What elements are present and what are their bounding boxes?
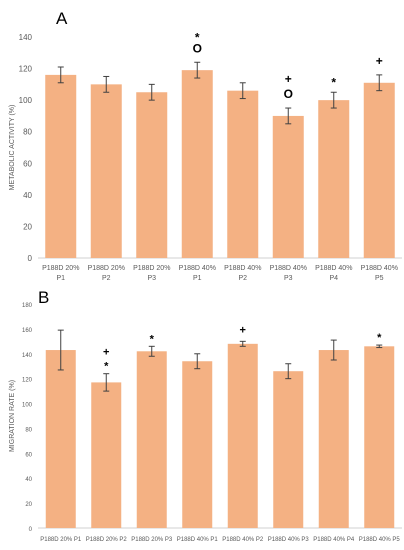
significance-marker: + [103, 347, 109, 359]
y-tick-label: 0 [29, 527, 33, 533]
x-tick-label: P1 [56, 275, 65, 282]
bar [45, 350, 76, 528]
significance-marker: O [193, 41, 202, 55]
significance-marker: * [331, 75, 336, 89]
bar [182, 361, 213, 528]
y-tick-label: 60 [23, 159, 32, 168]
significance-marker: + [285, 72, 292, 86]
y-tick-label: 80 [25, 427, 32, 433]
y-tick-label: 100 [22, 403, 33, 409]
x-tick-label: P2 [102, 275, 111, 282]
x-tick-label: P4 [329, 275, 338, 282]
x-tick-label: P188D 40% P3 [268, 537, 310, 543]
x-tick-label: P188D 20% P1 [40, 537, 82, 543]
x-tick-label: P3 [147, 275, 156, 282]
y-tick-label: 120 [19, 65, 33, 74]
bar [227, 343, 258, 528]
y-tick-label: 0 [28, 254, 33, 263]
x-tick-label: P188D 40% [224, 265, 261, 272]
bar [136, 92, 168, 258]
significance-marker: * [195, 30, 200, 44]
x-tick-label: P1 [193, 275, 202, 282]
x-tick-label: P188D 20% [88, 265, 125, 272]
y-tick-label: 80 [23, 128, 32, 137]
bar [45, 74, 77, 258]
bar [363, 82, 395, 259]
x-tick-label: P188D 40% P5 [359, 537, 401, 543]
bar [91, 382, 122, 528]
x-tick-label: P188D 20% P2 [86, 537, 128, 543]
y-tick-label: 180 [22, 303, 33, 309]
y-axis-title: METABOLIC ACTIVITY (%) [9, 105, 16, 191]
x-tick-label: P188D 20% [42, 265, 79, 272]
panel-label: B [38, 288, 49, 307]
significance-marker: * [104, 361, 109, 373]
x-tick-label: P5 [375, 275, 384, 282]
y-tick-label: 140 [19, 33, 33, 42]
y-tick-label: 100 [19, 96, 33, 105]
y-tick-label: 140 [22, 353, 33, 359]
y-tick-label: 60 [25, 452, 32, 458]
y-tick-label: 20 [23, 222, 32, 231]
significance-marker: * [377, 332, 382, 344]
x-tick-label: P188D 40% [315, 265, 352, 272]
bar [318, 100, 350, 259]
x-tick-label: P188D 40% P1 [177, 537, 219, 543]
x-tick-label: P188D 40% [361, 265, 398, 272]
significance-marker: + [240, 324, 246, 336]
bar [181, 70, 213, 259]
bar [136, 351, 167, 528]
chart-panel-a: A METABOLIC ACTIVITY (%) 0 20 40 60 80 100 120 14… [9, 9, 402, 282]
y-tick-label: 160 [22, 328, 33, 334]
significance-marker: + [376, 54, 383, 68]
bar [273, 371, 304, 528]
x-tick-label: P188D 40% [179, 265, 216, 272]
bar [90, 84, 122, 258]
x-tick-label: P3 [284, 275, 293, 282]
x-tick-label: P188D 40% [270, 265, 307, 272]
panel-label: A [56, 9, 68, 28]
significance-marker: O [284, 87, 293, 101]
y-axis-title: MIGRATION RATE (%) [9, 380, 16, 452]
significance-marker: * [150, 333, 155, 345]
y-tick-label: 120 [22, 378, 33, 384]
y-tick-label: 20 [25, 502, 32, 508]
bar [227, 90, 259, 259]
bar [318, 350, 349, 528]
y-tick-label: 40 [25, 477, 32, 483]
chart-panel-b: B MIGRATION RATE (%) 0 20 40 60 80 100 120 140 160… [9, 288, 402, 543]
x-tick-label: P188D 20% P3 [131, 537, 173, 543]
x-tick-label: P188D 40% P2 [222, 537, 264, 543]
x-tick-label: P188D 40% P4 [313, 537, 355, 543]
bar [272, 115, 304, 258]
bar [364, 346, 395, 528]
y-tick-label: 40 [23, 191, 32, 200]
x-tick-label: P2 [238, 275, 247, 282]
x-tick-label: P188D 20% [133, 265, 170, 272]
